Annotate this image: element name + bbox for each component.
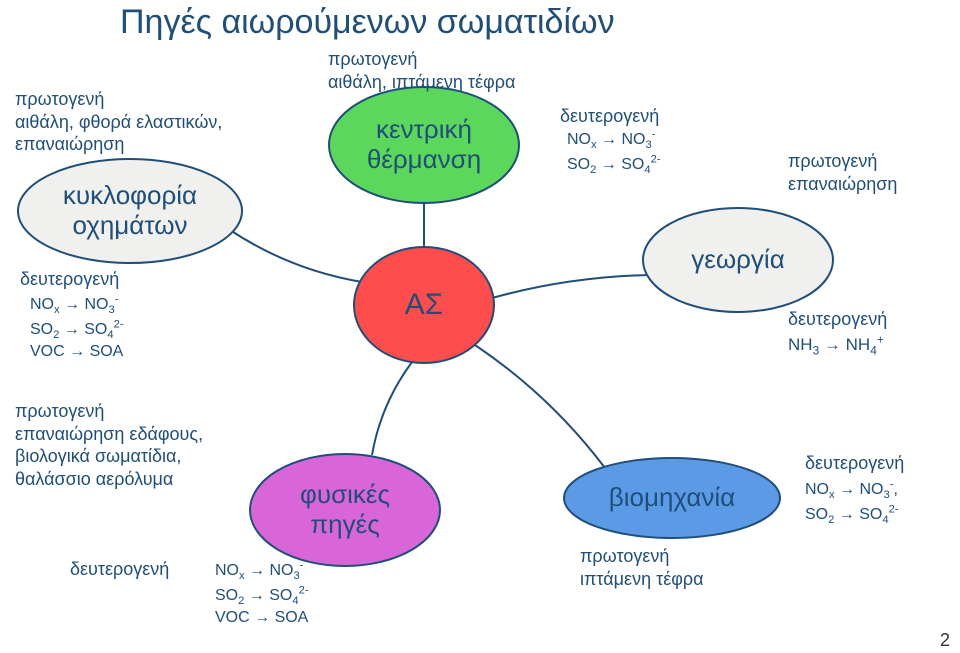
node-label-agriculture: γεωργία xyxy=(643,208,833,312)
node-label-industry: βιομηχανία xyxy=(564,458,780,538)
annotation-natural_primary: πρωτογενήεπαναιώρηση εδάφους,βιολογικά σ… xyxy=(15,400,203,490)
annotation-agri_secondary_formulas: NH3 → NH4+ xyxy=(788,332,884,358)
annotation-heating_secondary_formulas: NOx → NO3-SO2 → SO42- xyxy=(567,128,661,177)
node-label-heating: κεντρικήθέρμανση xyxy=(329,87,519,203)
annotation-industry_secondary_formulas: NOx → NO3-,SO2 → SO42- xyxy=(805,478,899,527)
annotation-natural_secondary_formulas: NOx → NO3-SO2 → SO42-VOC → SOA xyxy=(215,559,309,628)
annotation-agri_secondary_head: δευτερογενή xyxy=(788,308,887,331)
node-label-vehicles: κυκλοφορίαοχημάτων xyxy=(18,159,242,263)
annotation-agri_primary: πρωτογενήεπαναιώρηση xyxy=(788,150,897,195)
edge-industry-to-as xyxy=(475,345,605,468)
annotation-natural_secondary_head: δευτερογενή xyxy=(70,558,169,581)
page-number: 2 xyxy=(940,630,950,651)
annotation-vehicles_secondary_head: δευτερογενή xyxy=(20,268,119,291)
edge-agriculture-to-as xyxy=(492,275,650,298)
edge-vehicles-to-as xyxy=(230,230,362,282)
annotation-heating_secondary_head: δευτερογενή xyxy=(560,105,659,128)
annotation-industry_primary: πρωτογενήιπτάμενη τέφρα xyxy=(580,545,704,590)
annotation-industry_secondary_head: δευτερογενή xyxy=(805,452,904,475)
edge-natural-to-as xyxy=(372,362,412,455)
node-label-as: ΑΣ xyxy=(354,247,494,363)
node-label-natural: φυσικέςπηγές xyxy=(250,454,440,566)
page-title: Πηγές αιωρούμενων σωματιδίων xyxy=(120,3,615,42)
annotation-vehicles_primary: πρωτογενήαιθάλη, φθορά ελαστικών,επαναιώ… xyxy=(15,88,222,156)
annotation-vehicles_secondary_formulas: NOx → NO3-SO2 → SO42-VOC → SOA xyxy=(30,293,124,362)
